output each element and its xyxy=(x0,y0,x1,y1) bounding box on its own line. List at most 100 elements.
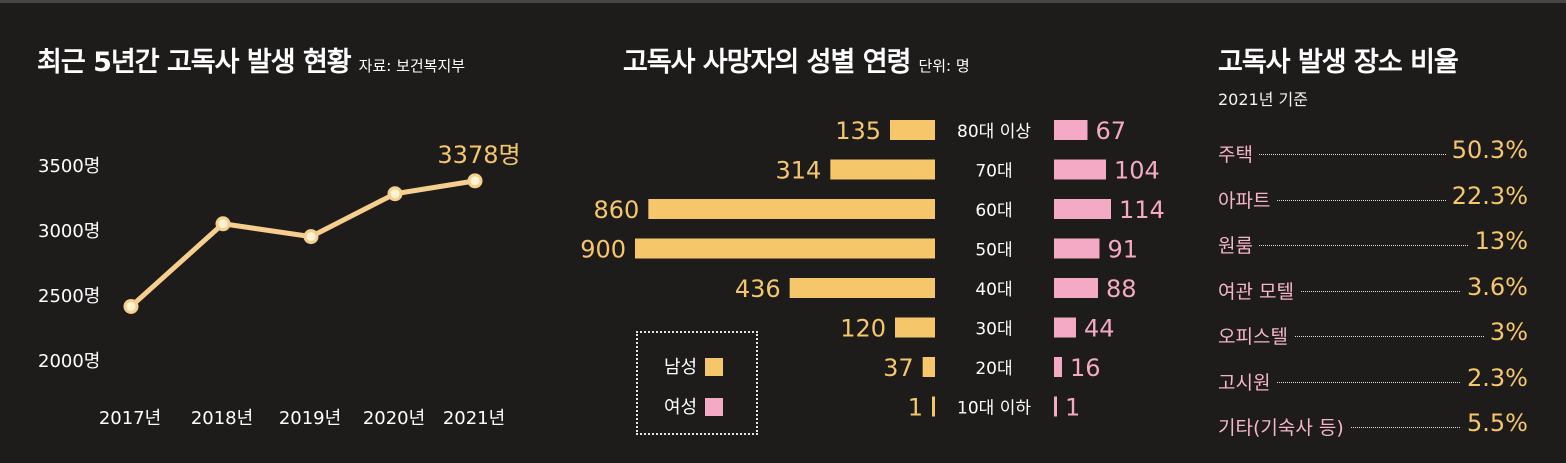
place-label: 오피스텔 xyxy=(1218,322,1294,349)
female-value: 44 xyxy=(1084,315,1115,343)
age-label: 80대 이상 xyxy=(957,122,1031,142)
place-row: 오피스텔 3% xyxy=(1218,318,1528,350)
male-value: 135 xyxy=(835,117,881,145)
x-tick-label: 2020년 xyxy=(363,408,425,429)
place-value: 22.3% xyxy=(1445,181,1528,210)
age-label: 40대 xyxy=(975,280,1012,300)
male-bar xyxy=(648,199,935,219)
legend-female-swatch xyxy=(705,398,724,416)
place-row: 고시원 2.3% xyxy=(1218,363,1528,396)
age-label: 30대 xyxy=(975,320,1012,340)
x-tick-label: 2019년 xyxy=(279,408,341,429)
data-point xyxy=(467,173,483,189)
age-label: 70대 xyxy=(975,162,1012,182)
gender-age-bar-chart: 135 80대 이상 67 314 70대 104 860 60대 114 900 50대 91 436… xyxy=(580,117,1165,422)
male-bar xyxy=(932,396,935,417)
place-row: 아파트 22.3% xyxy=(1218,181,1528,214)
x-tick-label: 2018년 xyxy=(191,408,253,429)
gender-age-panel: 고독사 사망자의 성별 연령 단위: 명 135 80대 이상 67 314 70대 104… xyxy=(560,0,1180,463)
place-row: 기타(기숙사 등) 5.5% xyxy=(1218,409,1528,441)
male-bar xyxy=(789,278,935,298)
legend-male-swatch xyxy=(705,358,724,376)
male-value: 37 xyxy=(883,354,914,382)
trend-title: 최근 5년간 고독사 발생 현황 자료: 보건복지부 xyxy=(37,40,465,79)
x-tick-label: 2017년 xyxy=(99,408,161,429)
place-value: 3.6% xyxy=(1461,272,1528,301)
male-value: 120 xyxy=(840,315,886,343)
female-value: 67 xyxy=(1096,117,1127,145)
age-label: 20대 xyxy=(975,359,1012,379)
y-tick-label: 2000명 xyxy=(38,351,100,372)
top-divider xyxy=(0,0,1566,3)
place-panel: 고독사 발생 장소 비율 2021년 기준 주택 50.3% 아파트 22.3% 원룸 1… xyxy=(1180,0,1566,463)
place-label: 아파트 xyxy=(1218,185,1277,213)
female-value: 104 xyxy=(1114,157,1160,185)
female-value: 91 xyxy=(1108,236,1139,264)
y-tick-label: 3000명 xyxy=(38,221,100,242)
place-title: 고독사 발생 장소 비율 xyxy=(1218,47,1459,78)
female-value: 114 xyxy=(1119,196,1165,224)
place-value: 50.3% xyxy=(1445,136,1528,164)
female-bar xyxy=(1054,317,1076,338)
legend-male: 남성 xyxy=(664,353,724,379)
leader-dots xyxy=(1218,427,1528,428)
age-label: 50대 xyxy=(975,241,1012,261)
place-value: 5.5% xyxy=(1461,409,1528,437)
y-tick-label: 2500명 xyxy=(38,286,100,307)
place-value: 2.3% xyxy=(1461,363,1528,392)
female-bar xyxy=(1054,396,1057,417)
male-bar xyxy=(895,317,935,338)
trend-line xyxy=(129,178,476,309)
trend-line-chart: 2000명 2500명 3000명 3500명 2017년 2018년 2019년 2020년… xyxy=(38,141,521,429)
place-subtitle: 2021년 기준 xyxy=(1218,90,1308,109)
gender-age-title: 고독사 사망자의 성별 연령 단위: 명 xyxy=(623,40,970,79)
male-bar xyxy=(922,357,935,377)
gender-age-unit: 단위: 명 xyxy=(918,57,970,75)
leader-dots xyxy=(1218,336,1528,337)
legend-female-label: 여성 xyxy=(664,397,698,418)
place-label: 주택 xyxy=(1218,140,1259,167)
trend-source: 자료: 보건복지부 xyxy=(358,57,466,75)
female-bar xyxy=(1054,159,1106,180)
leader-dots xyxy=(1218,199,1528,201)
female-value: 16 xyxy=(1070,354,1101,382)
place-value: 3% xyxy=(1483,318,1528,346)
male-bar xyxy=(635,238,935,259)
leader-dots xyxy=(1218,154,1528,155)
place-list: 주택 50.3% 아파트 22.3% 원룸 13% 여관 모텔 3.6% 오피스텔 3% 고시원 2.… xyxy=(1218,136,1528,441)
gender-age-title-text: 고독사 사망자의 성별 연령 xyxy=(623,47,911,78)
trend-panel: 최근 5년간 고독사 발생 현황 자료: 보건복지부 2000명 2500명 3000… xyxy=(0,0,560,463)
data-point xyxy=(123,298,139,314)
place-value: 13% xyxy=(1468,227,1528,255)
place-row: 원룸 13% xyxy=(1218,227,1528,259)
place-label: 고시원 xyxy=(1218,367,1277,395)
annotation-label: 3378명 xyxy=(437,141,520,169)
y-tick-label: 3500명 xyxy=(38,156,100,177)
male-value: 1 xyxy=(908,394,923,422)
female-bar xyxy=(1054,278,1098,298)
place-label: 여관 모텔 xyxy=(1218,276,1300,304)
female-value: 88 xyxy=(1106,275,1137,303)
place-label: 원룸 xyxy=(1218,231,1259,258)
male-value: 900 xyxy=(580,236,626,264)
legend-male-label: 남성 xyxy=(664,357,698,378)
legend: 남성 여성 xyxy=(636,331,758,435)
female-bar xyxy=(1054,199,1111,219)
data-point xyxy=(215,216,231,232)
male-bar xyxy=(830,159,935,180)
age-label: 10대 이하 xyxy=(957,399,1031,419)
age-label: 60대 xyxy=(975,201,1012,221)
legend-female: 여성 xyxy=(664,393,724,419)
trend-title-text: 최근 5년간 고독사 발생 현황 xyxy=(37,47,352,78)
female-bar xyxy=(1054,238,1100,259)
leader-dots xyxy=(1218,381,1528,383)
male-bar xyxy=(890,120,935,140)
place-row: 주택 50.3% xyxy=(1218,136,1528,168)
data-point xyxy=(303,229,319,245)
x-tick-label: 2021년 xyxy=(443,408,505,429)
place-row: 여관 모텔 3.6% xyxy=(1218,272,1528,305)
female-value: 1 xyxy=(1065,394,1080,422)
male-value: 860 xyxy=(594,196,640,224)
female-bar xyxy=(1054,120,1088,140)
male-value: 314 xyxy=(776,157,822,185)
